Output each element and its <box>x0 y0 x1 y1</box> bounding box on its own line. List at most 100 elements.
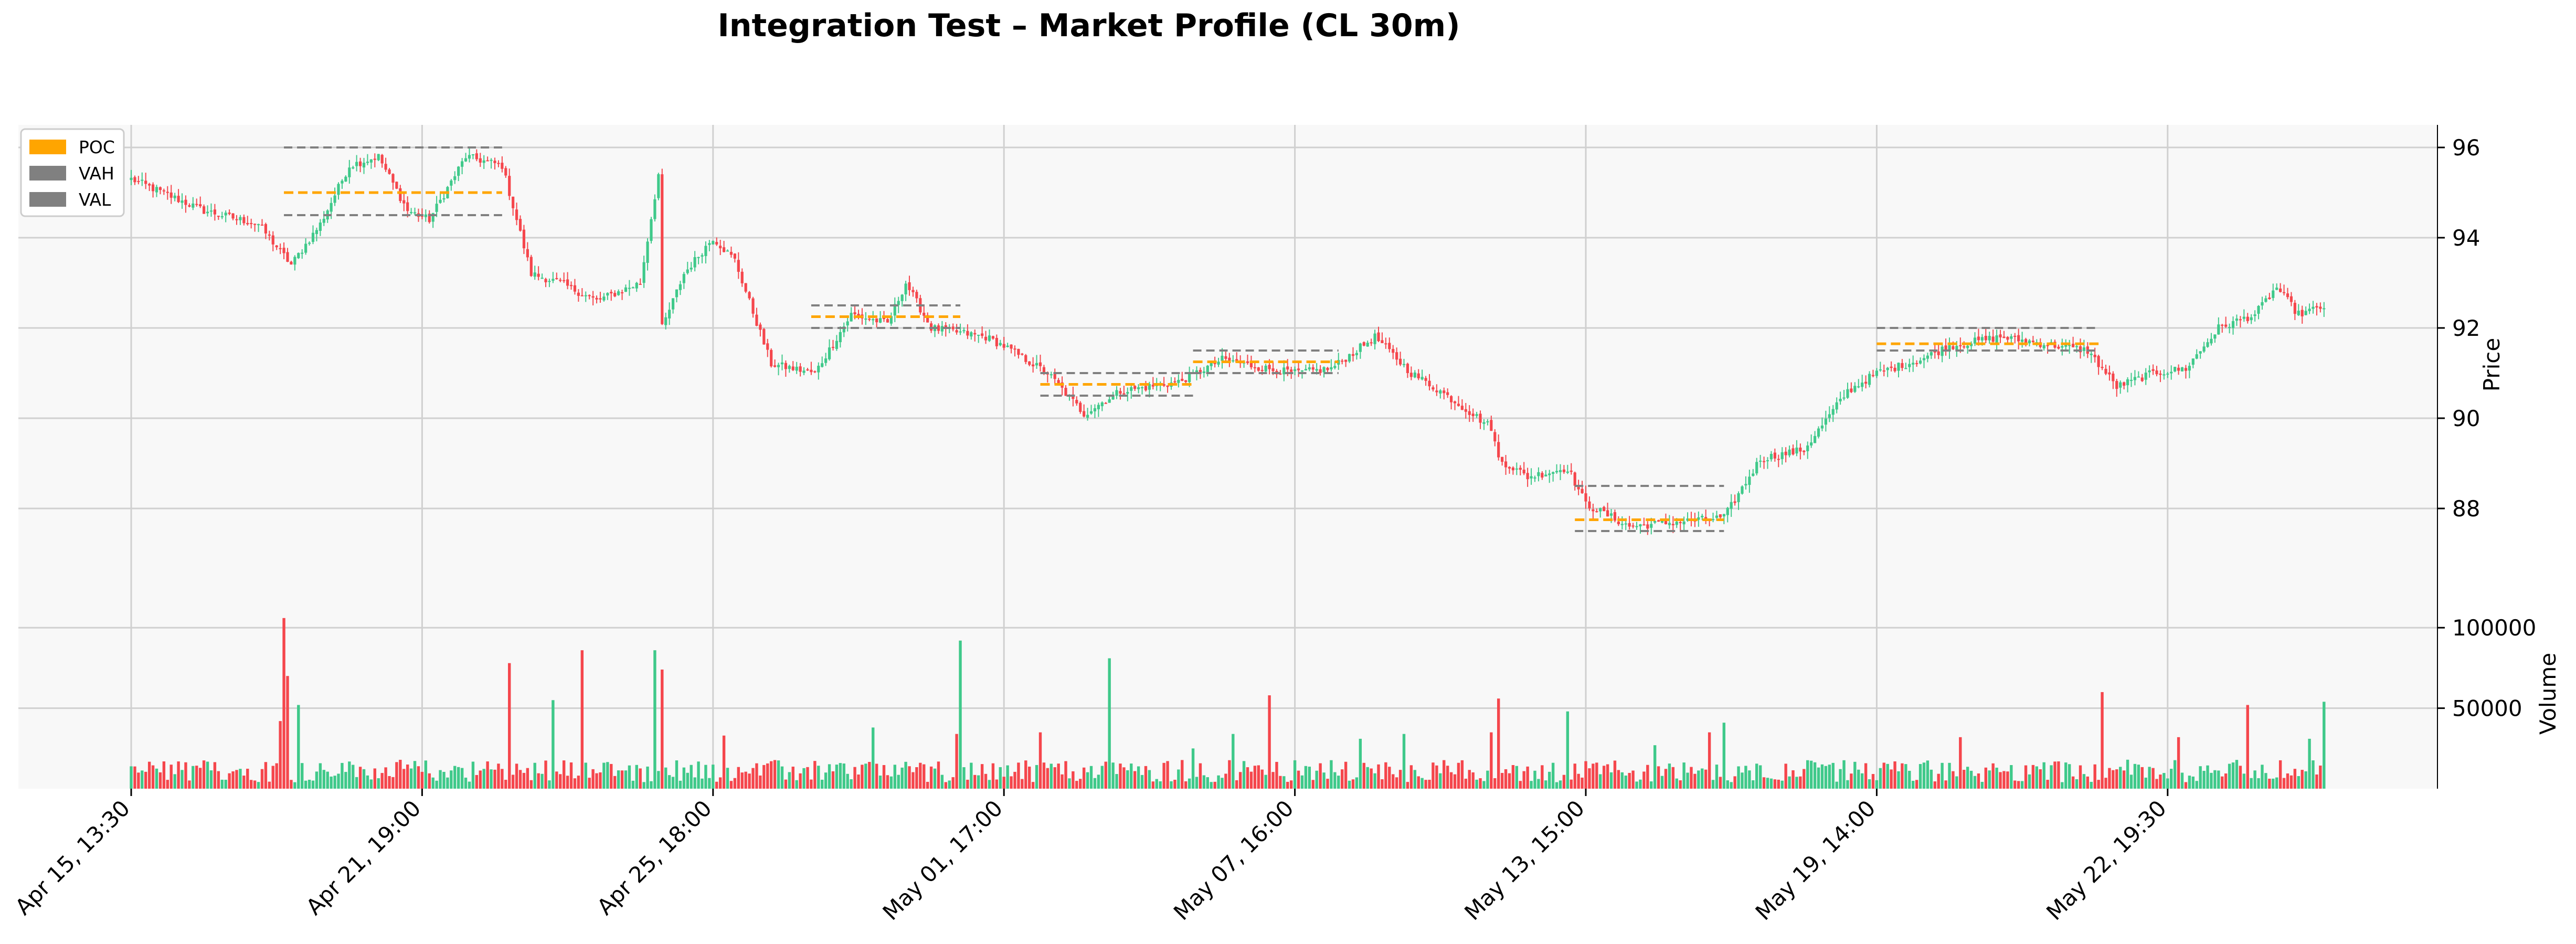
volume-bar <box>1522 771 1525 789</box>
candle-body <box>1333 366 1337 368</box>
candle-body <box>2159 373 2162 375</box>
candle-body <box>1137 387 1140 389</box>
candle-body <box>1264 365 1267 372</box>
candle-body <box>835 341 839 349</box>
volume-bar <box>769 761 773 789</box>
candle-body <box>1730 502 1733 509</box>
volume-bar <box>1748 770 1751 789</box>
volume-bar <box>1490 732 1493 789</box>
candle-body <box>1635 526 1638 527</box>
candle-body <box>1675 522 1678 525</box>
volume-bar <box>1293 760 1297 789</box>
candle-body <box>406 202 409 211</box>
candle-body <box>1842 397 1846 399</box>
volume-bar <box>271 766 274 789</box>
volume-bar <box>2057 761 2060 789</box>
volume-bar <box>729 781 733 789</box>
candle-body <box>2231 321 2235 328</box>
candle-body <box>857 314 860 316</box>
candle-body <box>1831 409 1835 415</box>
candle-body <box>529 257 533 276</box>
volume-bar <box>2231 762 2235 789</box>
candle-body <box>1908 364 1911 367</box>
candle-body <box>2140 377 2144 381</box>
candle-body <box>1515 468 1518 470</box>
volume-bar <box>1657 766 1660 789</box>
candle-body <box>268 234 271 236</box>
volume-bar <box>286 676 289 789</box>
volume-bar <box>991 763 995 789</box>
volume-bar <box>482 769 485 789</box>
candle-body <box>1584 493 1587 502</box>
candle-body <box>428 214 431 222</box>
time-tick-label: May 19, 14:00 <box>1751 795 1881 925</box>
volume-bar <box>2235 760 2239 789</box>
volume-bar <box>2144 777 2147 789</box>
candle-body <box>1581 489 1584 493</box>
volume-bar <box>1348 780 1351 789</box>
candle-body <box>1439 390 1442 394</box>
candle-body <box>301 252 304 254</box>
volume-bar <box>704 765 707 789</box>
volume-bar <box>1479 778 1482 789</box>
candle-body <box>464 158 468 162</box>
volume-bar <box>1221 778 1224 789</box>
candle-body <box>1864 381 1868 384</box>
candle-body <box>402 200 406 204</box>
candle-body <box>1671 524 1674 525</box>
candle-body <box>275 245 278 248</box>
volume-bar <box>1497 698 1500 789</box>
volume-bar <box>468 781 471 789</box>
candle-body <box>1733 501 1736 503</box>
candle-body <box>751 298 755 314</box>
candle-body <box>2017 335 2020 342</box>
candle-body <box>2289 296 2293 302</box>
volume-bar <box>435 780 438 789</box>
candle-body <box>850 313 853 322</box>
volume-bar <box>562 760 566 789</box>
volume-bar <box>1660 776 1664 789</box>
volume-bar <box>2017 781 2020 789</box>
volume-bar <box>217 771 220 789</box>
candle-body <box>872 319 875 321</box>
volume-bar <box>686 772 689 789</box>
volume-bar <box>239 769 242 789</box>
candle-body <box>1319 369 1322 373</box>
candle-body <box>610 292 613 294</box>
candle-body <box>1701 516 1704 517</box>
candle-body <box>1933 351 1936 353</box>
candle-body <box>671 298 675 310</box>
volume-bar <box>1366 767 1369 789</box>
time-tick-label: May 01, 17:00 <box>878 795 1008 925</box>
volume-bar <box>2050 765 2053 789</box>
volume-bar <box>1166 761 1169 789</box>
candle-body <box>1766 460 1769 462</box>
volume-bar <box>1057 763 1060 789</box>
candle-body <box>1719 514 1722 517</box>
candle-body <box>1326 367 1329 370</box>
price-tick-label: 94 <box>2452 225 2480 251</box>
candle-body <box>352 167 355 168</box>
candle-body <box>2042 345 2045 348</box>
candle-body <box>439 199 442 203</box>
volume-bar <box>2312 760 2315 789</box>
volume-bar <box>2104 778 2107 789</box>
volume-bar <box>2304 771 2307 789</box>
candle-body <box>1861 383 1864 387</box>
volume-bar <box>511 775 515 789</box>
time-tick-label: May 13, 15:00 <box>1459 795 1589 925</box>
volume-bar <box>1286 781 1289 789</box>
candle-body <box>1722 514 1725 517</box>
volume-bar <box>1384 762 1387 789</box>
volume-bar <box>744 771 747 789</box>
candle-body <box>2133 377 2137 380</box>
volume-bar <box>1144 766 1148 789</box>
volume-bar <box>799 773 802 789</box>
volume-bar <box>824 772 828 789</box>
candle-body <box>2031 341 2034 342</box>
volume-bar <box>213 762 217 789</box>
candle-body <box>173 195 176 198</box>
candle-body <box>224 213 227 216</box>
candle-body <box>1119 391 1122 394</box>
volume-bar <box>821 779 824 789</box>
